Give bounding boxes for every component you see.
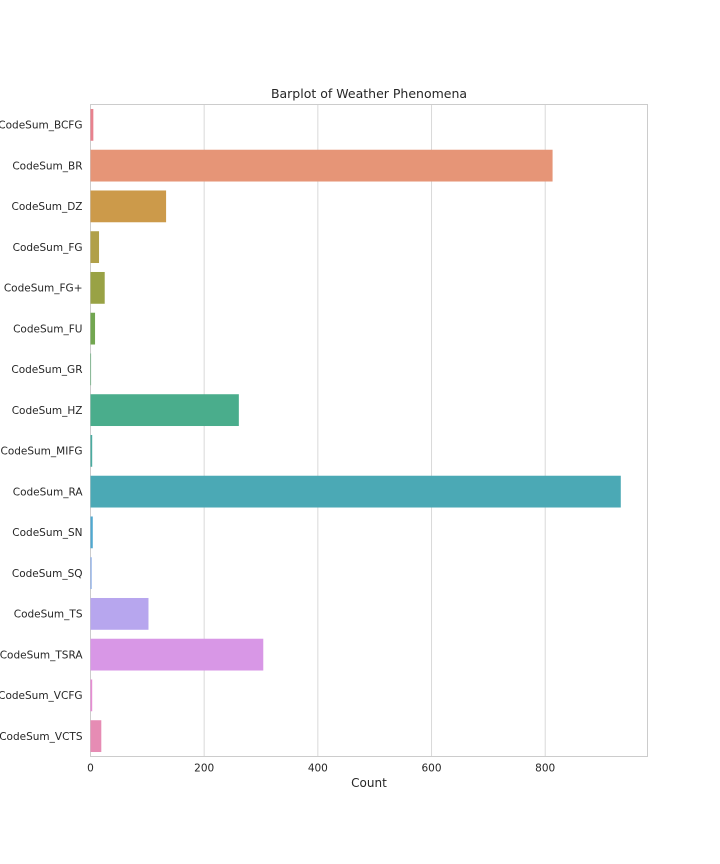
bar-codesum-sn: [90, 516, 93, 549]
bar-codesum-sq: [90, 557, 92, 590]
y-tick-label: CodeSum_BCFG: [0, 120, 83, 132]
y-tick-label: CodeSum_VCFG: [0, 690, 83, 702]
y-tick-label: CodeSum_FG: [13, 242, 83, 254]
y-tick-label: CodeSum_SQ: [12, 568, 83, 580]
y-tick-labels: CodeSum_BCFG CodeSum_BR CodeSum_DZ CodeSum_…: [0, 120, 83, 743]
y-tick-label: CodeSum_TSRA: [0, 649, 83, 661]
bar-codesum-fu: [90, 312, 96, 345]
y-tick-label: CodeSum_TS: [14, 609, 83, 621]
x-tick-label: 0: [87, 763, 94, 775]
bar-codesum-gr: [90, 353, 92, 386]
y-tick-label: CodeSum_VCTS: [0, 731, 83, 743]
y-tick-label: CodeSum_RA: [13, 486, 84, 498]
bar-codesum-vcts: [90, 720, 102, 753]
bar-codesum-tsra: [90, 638, 264, 671]
y-tick-label: CodeSum_DZ: [12, 201, 83, 213]
bar-codesum-fg: [90, 231, 100, 264]
x-tick-label: 600: [421, 763, 441, 775]
x-tick-label: 200: [194, 763, 214, 775]
bars: [90, 108, 621, 753]
bar-codesum-mifg: [90, 434, 93, 467]
y-tick-label: CodeSum_HZ: [12, 405, 83, 417]
bar-codesum-ts: [90, 597, 149, 630]
bar-codesum-dz: [90, 190, 167, 223]
y-tick-label: CodeSum_SN: [12, 527, 82, 539]
y-tick-label: CodeSum_FU: [13, 323, 82, 335]
bar-codesum-vcfg: [90, 679, 93, 712]
y-tick-label: CodeSum_MIFG: [0, 446, 82, 458]
y-tick-label: CodeSum_BR: [12, 160, 82, 172]
x-tick-label: 400: [308, 763, 328, 775]
bar-codesum-ra: [90, 475, 621, 508]
y-tick-label: CodeSum_GR: [11, 364, 82, 376]
plot-area-frame: [90, 104, 648, 757]
bar-codesum-bcfg: [90, 108, 94, 141]
x-tick-labels: 0 200 400 600 800: [87, 763, 555, 775]
bar-codesum-hz: [90, 394, 239, 427]
chart-title: Barplot of Weather Phenomena: [271, 86, 467, 101]
bar-codesum-fg: [90, 271, 105, 304]
x-axis-label: Count: [351, 776, 387, 790]
y-tick-label: CodeSum_FG+: [4, 283, 83, 295]
bar-codesum-br: [90, 149, 553, 182]
x-tick-label: 800: [535, 763, 555, 775]
